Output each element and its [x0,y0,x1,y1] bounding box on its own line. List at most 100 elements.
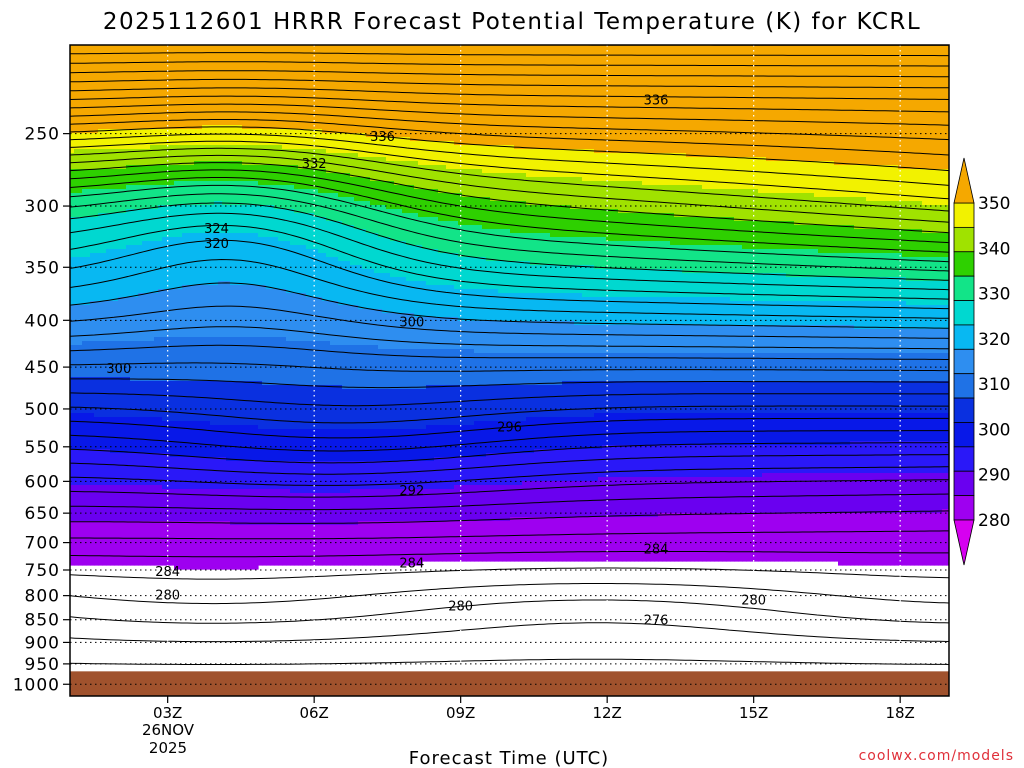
field-cell [154,129,159,146]
field-cell [538,385,543,418]
field-cell [810,473,815,514]
field-cell [394,489,399,522]
isentrope-340 [70,162,949,234]
field-cell [710,217,715,246]
field-cell [826,413,831,446]
field-cell [770,221,775,250]
field-cell [890,381,895,414]
field-cell [914,229,919,258]
field-cell [374,309,379,346]
field-cell [286,45,291,130]
field-cell [730,245,735,274]
field-cell [698,413,703,446]
field-cell [726,45,731,158]
field-cell [130,381,135,418]
field-cell [294,461,299,494]
field-cell [742,381,747,414]
field-cell [386,181,391,210]
field-cell [94,217,99,254]
field-cell [242,233,247,286]
field-cell [342,225,347,262]
field-cell [298,429,303,462]
field-cell [646,185,651,214]
field-cell [878,165,883,202]
field-cell [926,329,931,354]
field-cell [422,249,427,282]
field-cell [342,345,347,390]
field-cell [702,245,707,274]
field-cell [654,45,659,154]
colorbar-tick-label: 290 [978,466,1010,486]
field-cell [78,133,83,150]
field-cell [682,185,687,218]
field-cell [302,461,307,494]
field-cell [330,461,335,494]
field-cell [114,189,119,214]
field-cell [178,145,183,166]
field-cell [670,413,675,446]
field-cell [666,45,671,154]
field-cell [378,521,383,566]
field-cell [606,241,611,270]
field-cell [938,473,943,514]
field-cell [366,489,371,522]
field-cell [846,353,851,382]
field-cell [946,233,949,258]
field-cell [78,413,83,450]
field-cell [822,325,827,354]
field-cell [258,145,263,166]
field-cell [778,413,783,446]
field-cell [782,353,787,382]
field-cell [74,305,79,346]
field-cell [726,325,731,354]
field-cell [262,337,267,386]
field-cell [554,149,559,178]
field-cell [270,461,275,490]
isentrope-306 [70,405,949,424]
field-cell [82,189,87,218]
field-cell [694,477,699,514]
field-cell [510,385,515,422]
field-cell [930,169,935,206]
field-cell [234,337,239,382]
field-cell [306,45,311,130]
field-cell [658,325,663,354]
field-cell [482,485,487,522]
field-cell [502,485,507,522]
field-cell [198,161,203,182]
isentrope-328 [70,212,949,291]
field-cell [186,45,191,130]
field-cell [158,381,163,418]
field-cell [902,45,907,170]
field-cell [550,353,555,386]
field-cell [662,213,667,242]
field-cell [646,413,651,446]
field-cell [438,425,443,458]
field-cell [126,377,131,418]
field-cell [178,129,183,146]
field-cell [402,213,407,242]
field-cell [810,45,815,162]
field-cell [354,461,359,490]
field-cell [218,521,223,570]
field-cell [490,353,495,386]
field-cell [350,265,355,306]
field-cell [918,305,923,330]
field-cell [234,525,239,570]
field-cell [258,337,263,382]
field-cell [306,149,311,170]
field-cell [282,165,287,186]
field-cell [206,421,211,458]
credit-link[interactable]: coolwx.com/models [859,748,1014,764]
field-cell [802,353,807,382]
field-cell [402,461,407,490]
field-cell [414,161,419,190]
field-cell [246,233,251,286]
field-cell [122,169,127,190]
field-cell [78,257,83,306]
field-cell [218,281,223,338]
field-cell [90,45,95,134]
field-cell [826,513,831,562]
field-cell [626,477,631,518]
field-cell [682,245,687,274]
